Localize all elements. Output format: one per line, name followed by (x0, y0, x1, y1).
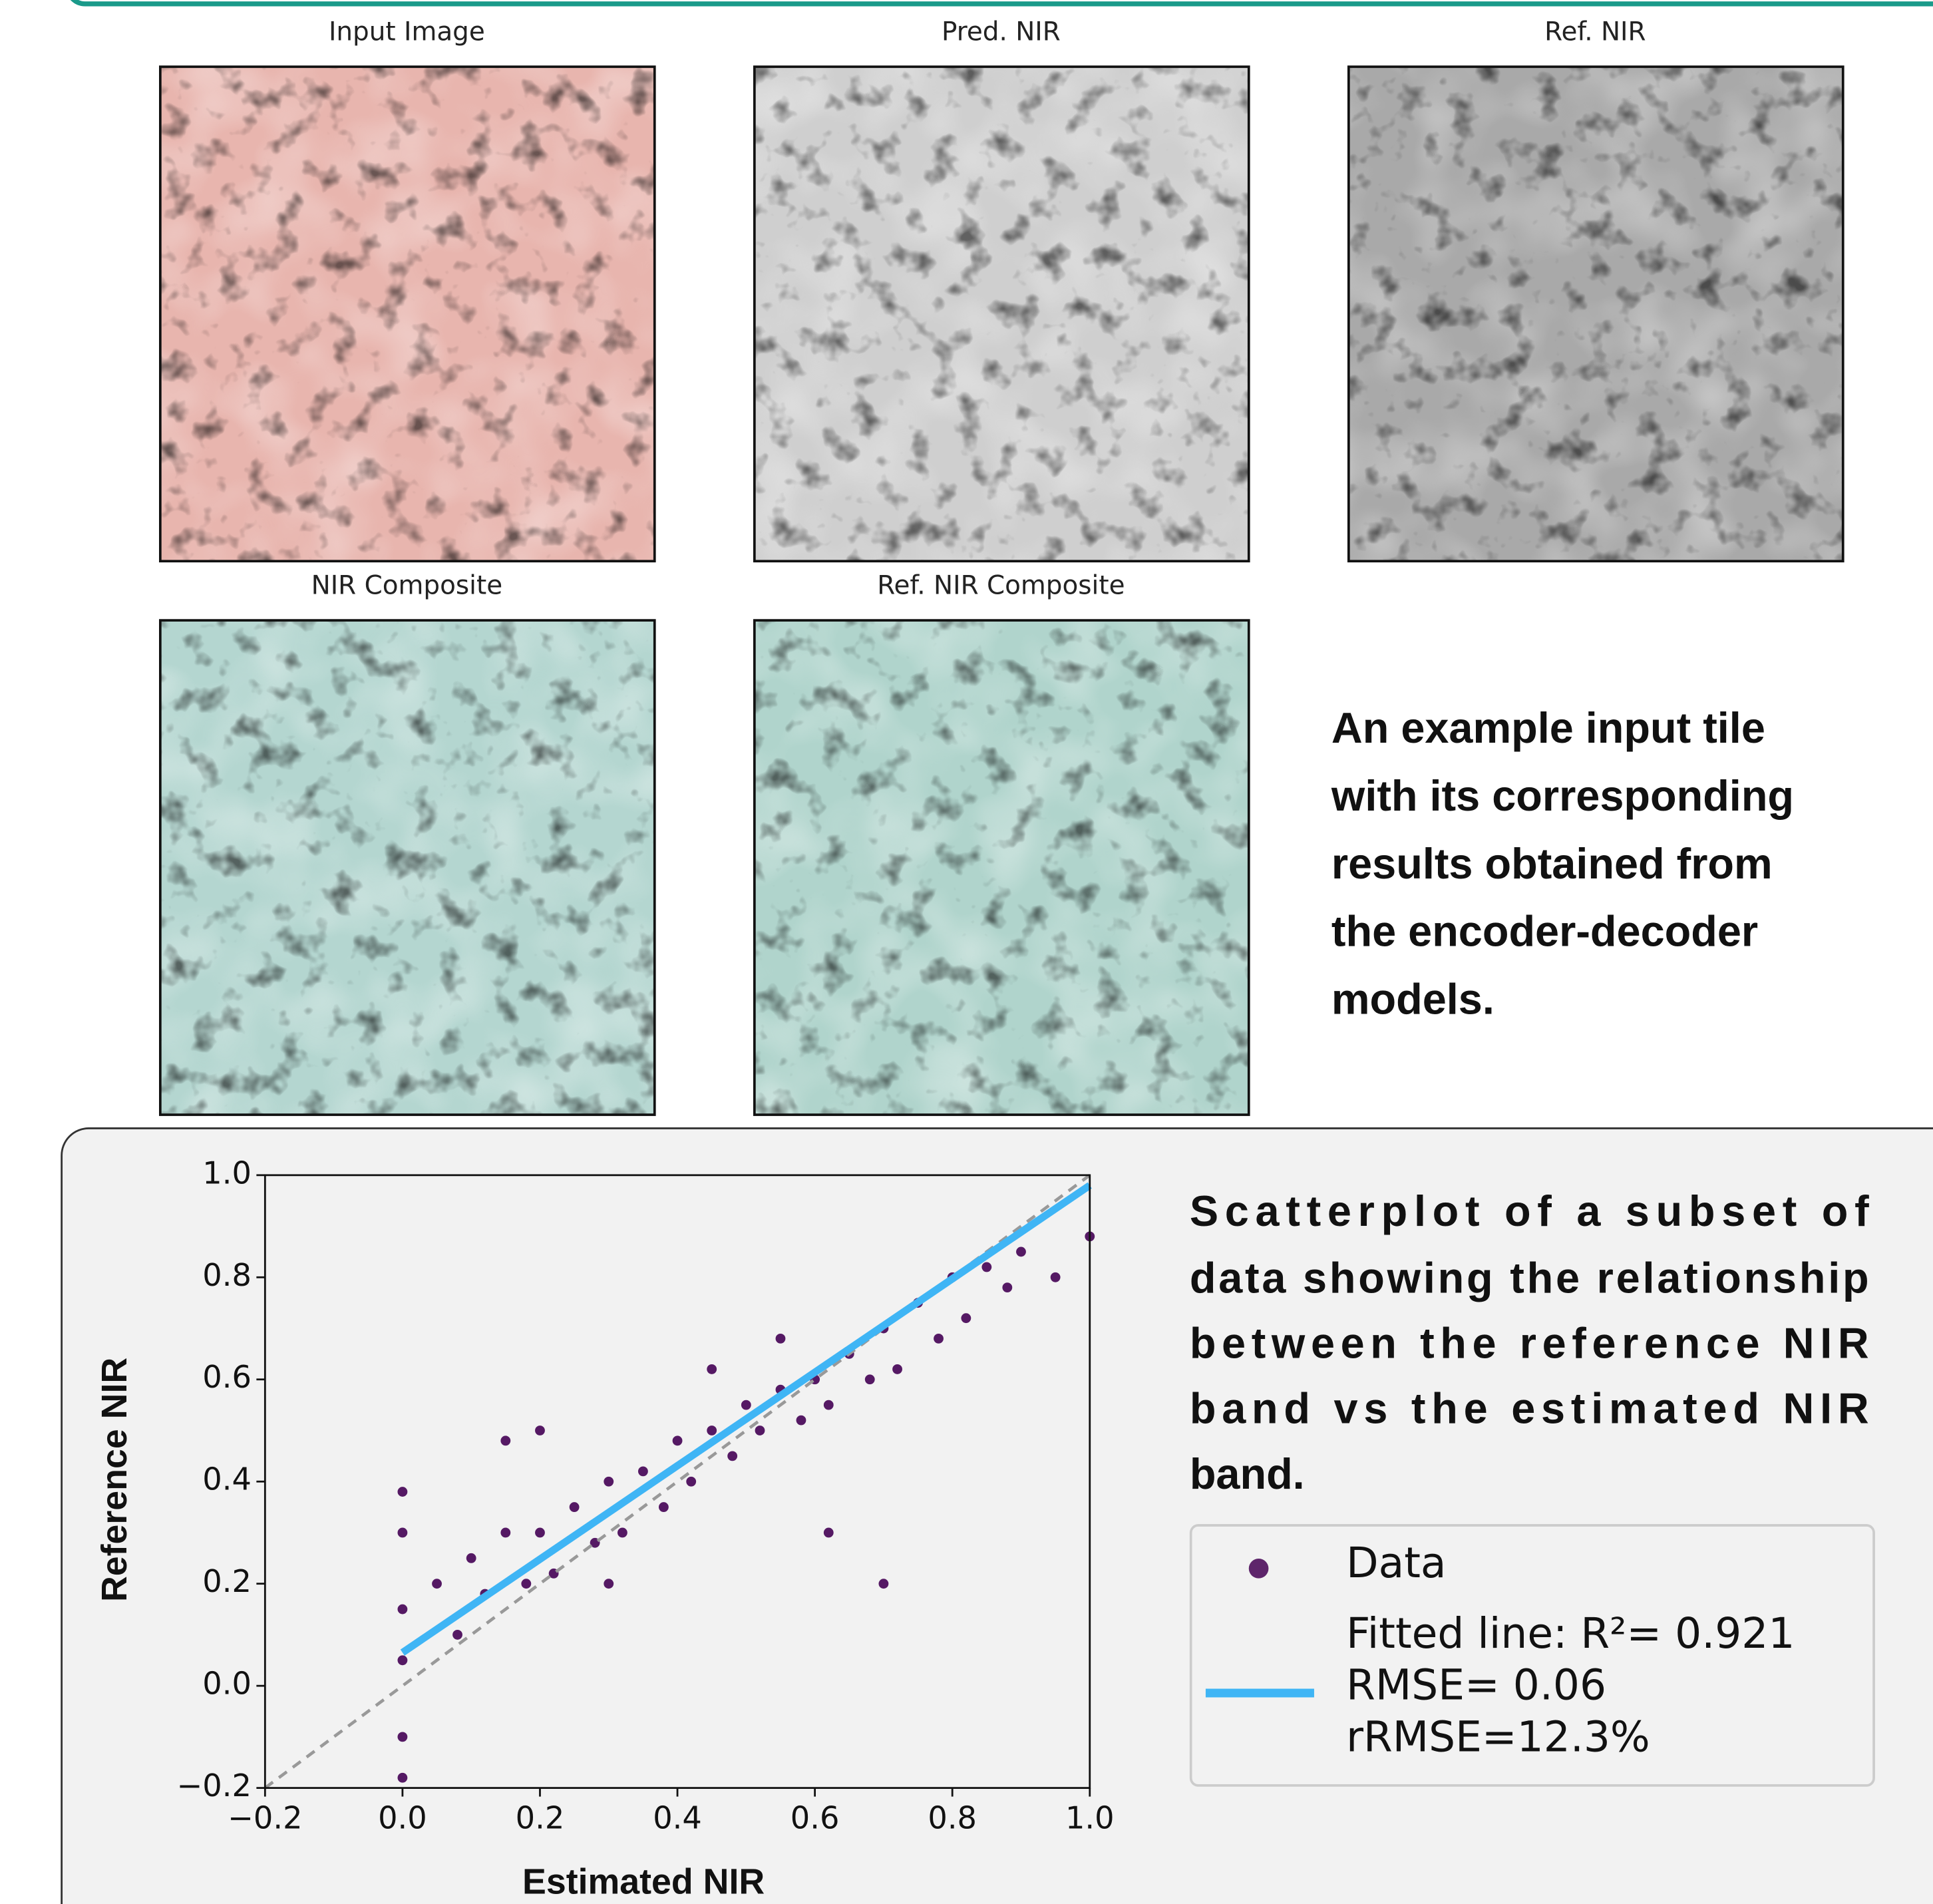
data-point (775, 1333, 786, 1344)
image-texture (1348, 67, 1843, 562)
data-point (981, 1262, 992, 1272)
image-panels: Input Image Pred. NIR Ref. NIR NIR Composit… (158, 17, 1845, 1116)
y-tick-label: 1.0 (202, 1155, 252, 1191)
plot (264, 1173, 1095, 1790)
data-point (686, 1476, 697, 1487)
x-tick-label: −0.2 (228, 1800, 302, 1835)
legend-label: rRMSE=12.3% (1346, 1712, 1650, 1761)
data-point (397, 1487, 408, 1497)
data-point (397, 1527, 408, 1538)
data-point (500, 1435, 511, 1446)
data-point (741, 1400, 751, 1410)
data-point (658, 1502, 669, 1513)
caption-line: the encoder-decoder (1331, 907, 1758, 956)
data-point (604, 1476, 614, 1487)
image-texture (754, 620, 1249, 1115)
legend-label: RMSE= 0.06 (1346, 1661, 1606, 1710)
data-point (1050, 1272, 1061, 1282)
x-tick-label: 0.8 (928, 1800, 977, 1835)
data-point (823, 1400, 834, 1410)
x-tick-label: 0.0 (378, 1800, 427, 1835)
panel-frame (1347, 65, 1845, 563)
data-point (397, 1604, 408, 1615)
image-texture (754, 67, 1249, 562)
data-point (1016, 1246, 1026, 1257)
caption-line: An example input tile (1331, 703, 1765, 752)
data-point (878, 1579, 889, 1589)
data-point (466, 1553, 476, 1563)
y-tick-label: 0.2 (202, 1563, 252, 1599)
data-point (961, 1313, 971, 1324)
data-point (500, 1527, 511, 1538)
x-tick-label: 0.6 (791, 1800, 840, 1835)
image-texture (160, 620, 655, 1115)
scatter-caption: Scatterplot of a subset of data showing … (1190, 1187, 1869, 1498)
panel-frame (753, 65, 1250, 563)
legend (1189, 1524, 1875, 1787)
data-point (892, 1364, 902, 1374)
x-axis-label: Estimated NIR (522, 1861, 765, 1901)
data-point (617, 1527, 627, 1538)
y-tick-label: 0.0 (202, 1666, 252, 1702)
caption-line: Scatterplot of a subset of (1190, 1187, 1869, 1235)
data-point (934, 1333, 944, 1344)
data-point (823, 1527, 834, 1538)
data-point (1002, 1282, 1013, 1293)
caption-line: with its corresponding (1331, 771, 1794, 820)
caption-line: results obtained from (1331, 839, 1773, 888)
panel-frame (753, 619, 1250, 1116)
x-tick-label: 1.0 (1065, 1800, 1115, 1835)
legend-label: Data (1346, 1539, 1446, 1587)
y-tick-label: 0.8 (202, 1257, 252, 1293)
image-texture (160, 67, 655, 562)
panel-title: Input Image (329, 17, 485, 47)
y-tick-label: 0.6 (202, 1359, 252, 1395)
caption-line: data showing the relationship (1190, 1253, 1869, 1302)
panel-frame (158, 619, 656, 1116)
data-point (569, 1502, 580, 1513)
data-point (672, 1435, 683, 1446)
y-axis-label: Reference NIR (94, 1358, 134, 1602)
data-point (535, 1527, 545, 1538)
y-tick-label: 0.4 (202, 1461, 252, 1497)
data-point (397, 1732, 408, 1742)
data-point (707, 1426, 717, 1435)
x-tick-label: 0.2 (516, 1800, 565, 1835)
y-tick-label: −0.2 (177, 1768, 252, 1804)
data-point (796, 1415, 806, 1426)
data-point (864, 1374, 875, 1385)
data-point (727, 1451, 738, 1461)
panel-title: Pred. NIR (942, 17, 1061, 47)
data-point (397, 1772, 408, 1783)
caption-line: band vs the estimated NIR (1190, 1384, 1869, 1433)
panel-title: Ref. NIR (1544, 17, 1646, 47)
caption-line: band. (1190, 1449, 1305, 1498)
data-point (521, 1579, 532, 1589)
x-tick-label: 0.4 (653, 1800, 702, 1835)
data-point (637, 1466, 648, 1477)
data-point (397, 1655, 408, 1666)
panel-title: Ref. NIR Composite (877, 571, 1125, 601)
caption-line: between the reference NIR (1190, 1318, 1869, 1367)
fitted-line (400, 1182, 1092, 1656)
legend-marker (1248, 1559, 1269, 1579)
data-point (452, 1630, 462, 1640)
panel-frame (158, 65, 656, 563)
caption-line: models. (1331, 975, 1494, 1024)
top-border (70, 0, 1933, 7)
caption: An example input tile with its correspon… (1331, 703, 1794, 1024)
legend-label: Fitted line: R²= 0.921 (1346, 1609, 1795, 1658)
data-point (707, 1364, 717, 1374)
data-point (604, 1579, 614, 1589)
data-point (535, 1426, 545, 1435)
data-point (755, 1426, 765, 1435)
data-point (432, 1579, 442, 1589)
panel-title: NIR Composite (311, 571, 503, 601)
